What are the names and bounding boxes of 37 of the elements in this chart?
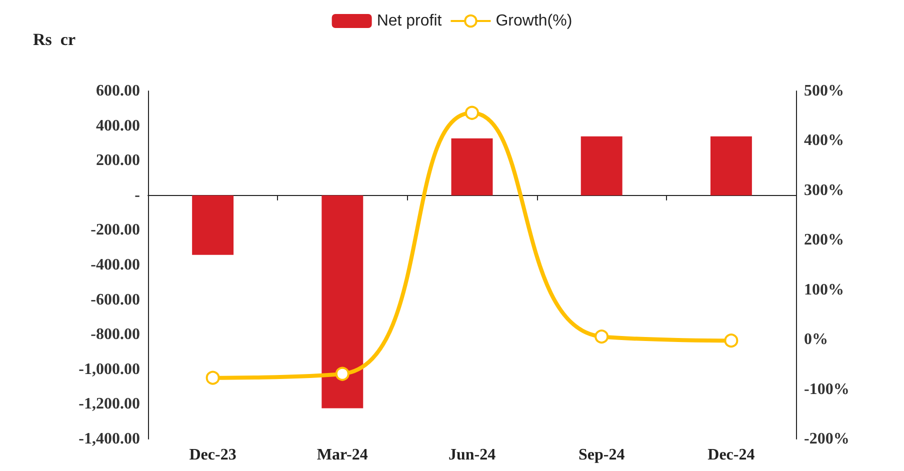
y-tick-label: -200.00	[90, 222, 140, 239]
x-tick-label: Dec-23	[189, 446, 236, 464]
y-tick-label: -	[134, 186, 140, 204]
y-tick-label: -600.00	[90, 291, 140, 308]
x-tick-label: Jun-24	[448, 446, 496, 464]
x-tick-label: Sep-24	[578, 446, 625, 464]
point	[335, 366, 350, 381]
bar	[710, 136, 752, 196]
y-tick-label: 200.00	[96, 152, 140, 170]
y-tick-label: -800.00	[90, 326, 140, 344]
x-tick-label: Mar-24	[316, 446, 368, 464]
point	[465, 106, 479, 120]
y2-tick-label: 300%	[804, 182, 844, 199]
y-tick-label: -1,200.00	[78, 396, 140, 413]
legend-label: Growth(%)	[496, 12, 572, 30]
bar	[192, 195, 234, 255]
y2-tick-label: 500%	[804, 82, 844, 100]
y-tick-label: -400.00	[90, 256, 140, 274]
y2-tick-label: 100%	[804, 281, 844, 298]
y2-tick-label: -200%	[804, 430, 850, 448]
y-axis-title: Rs cr	[33, 30, 76, 49]
legend-label: Net profit	[376, 12, 442, 30]
y2-tick-label: 200%	[804, 232, 844, 249]
point	[206, 370, 220, 385]
x-tick-label: Dec-24	[708, 446, 755, 464]
point	[594, 330, 609, 344]
bar	[451, 138, 493, 196]
y-tick-label: -1,400.00	[78, 430, 140, 448]
y2-tick-label: 0%	[804, 331, 828, 348]
y-tick-label: -1,000.00	[78, 360, 140, 378]
y2-tick-label: 400%	[804, 132, 844, 150]
y2-tick-label: -100%	[804, 380, 850, 398]
point	[724, 334, 738, 348]
bar	[322, 195, 364, 408]
y-tick-label: 600.00	[96, 82, 140, 100]
y-tick-label: 400.00	[96, 117, 140, 134]
bar	[580, 136, 622, 196]
